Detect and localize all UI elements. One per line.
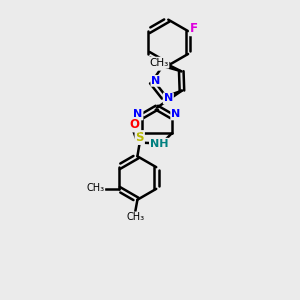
Text: N: N [151,76,160,86]
Text: N: N [133,110,142,119]
Text: NH: NH [150,139,168,149]
Text: CH₃: CH₃ [149,58,169,68]
Text: F: F [190,22,198,35]
Text: N: N [154,60,164,70]
Text: O: O [130,118,140,131]
Text: N: N [164,93,173,103]
Text: S: S [136,131,144,144]
Text: CH₃: CH₃ [126,212,144,222]
Text: N: N [171,110,180,119]
Text: CH₃: CH₃ [86,183,104,193]
